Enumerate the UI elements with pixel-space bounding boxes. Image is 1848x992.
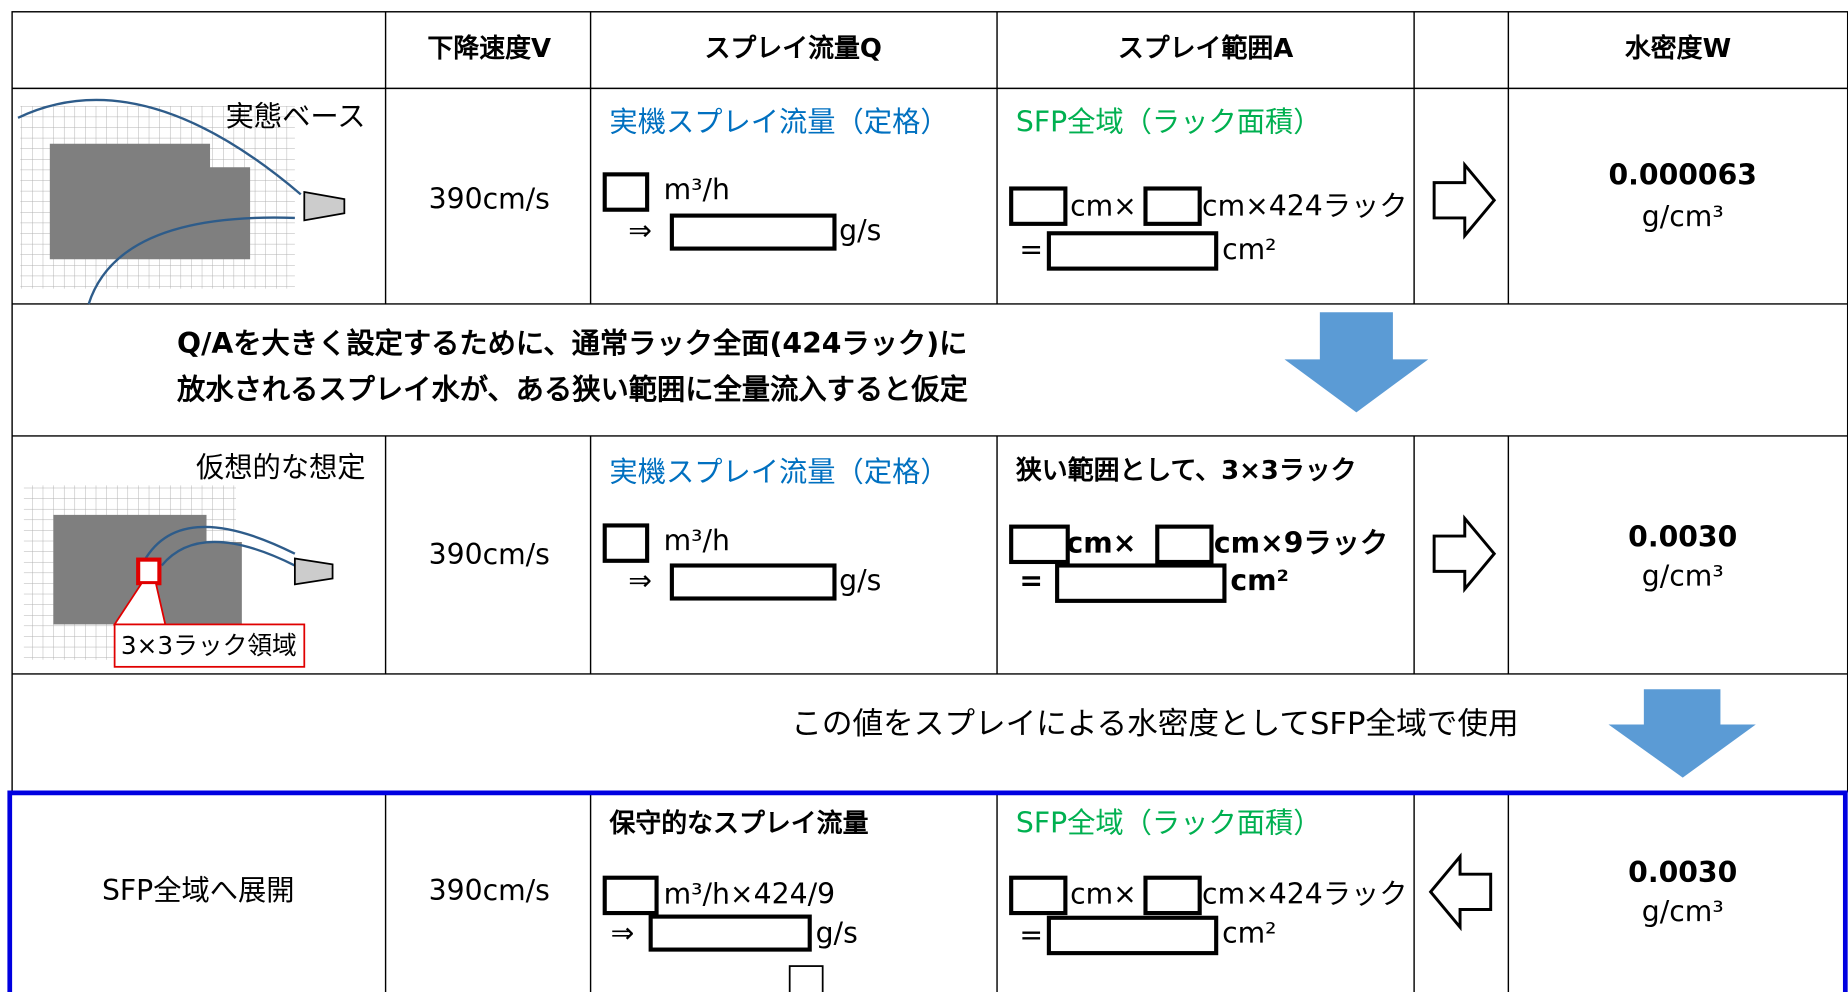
unit: cm² bbox=[1230, 564, 1289, 597]
blank bbox=[669, 563, 837, 601]
unit: cm× bbox=[1070, 189, 1137, 222]
area-title: 狭い範囲として、3×3ラック bbox=[1015, 455, 1357, 486]
unit: g/s bbox=[839, 214, 881, 247]
note: Q/Aを大きく設定するために、通常ラック全面(424ラック)に bbox=[177, 327, 967, 360]
density-unit: g/cm³ bbox=[1642, 559, 1724, 592]
nozzle bbox=[303, 190, 346, 222]
arrow-text: ⇒ bbox=[628, 564, 652, 597]
header: スプレイ流量Q bbox=[704, 34, 881, 64]
down-arrow bbox=[1284, 312, 1429, 413]
pool bbox=[49, 143, 251, 260]
blank bbox=[1009, 524, 1070, 565]
col-lines bbox=[384, 11, 1510, 304]
left-arrow bbox=[1428, 852, 1493, 932]
unit: g/s bbox=[839, 564, 881, 597]
unit: cm×424ラック bbox=[1202, 877, 1408, 910]
note: 放水されるスプレイ水が、ある狭い範囲に全量流入すると仮定 bbox=[176, 373, 968, 406]
down-arrow bbox=[1608, 689, 1756, 778]
arrow-text: ⇒ bbox=[611, 916, 635, 949]
blank bbox=[1155, 524, 1214, 565]
blank bbox=[1009, 875, 1068, 916]
blank bbox=[1143, 875, 1202, 916]
blank bbox=[669, 213, 837, 251]
equals: = bbox=[1019, 919, 1043, 952]
illustration bbox=[23, 485, 334, 668]
velocity: 390cm/s bbox=[429, 874, 550, 907]
callout-text: 3×3ラック領域 bbox=[121, 631, 297, 660]
spray bbox=[140, 525, 296, 567]
velocity: 390cm/s bbox=[429, 182, 550, 215]
blank bbox=[1046, 231, 1219, 271]
header: 水密度W bbox=[1625, 33, 1731, 64]
blank bbox=[602, 172, 650, 212]
density-unit: g/cm³ bbox=[1642, 895, 1724, 928]
unit: m³/h bbox=[664, 173, 730, 206]
callout bbox=[113, 623, 306, 668]
right-arrow bbox=[1432, 514, 1497, 594]
header: 下降速度V bbox=[427, 33, 551, 64]
right-arrow bbox=[1432, 160, 1497, 240]
unit: cm² bbox=[1222, 233, 1276, 266]
flow-title: 実機スプレイ流量（定格） bbox=[609, 456, 948, 489]
col-lines bbox=[384, 435, 1510, 674]
equals: = bbox=[1019, 564, 1043, 597]
flow-title: 実機スプレイ流量（定格） bbox=[609, 106, 948, 139]
marker bbox=[788, 965, 824, 992]
row-label: 実態ベース bbox=[226, 100, 366, 133]
equals: = bbox=[1019, 233, 1043, 266]
density: 0.0030 bbox=[1628, 520, 1737, 553]
blank bbox=[602, 523, 650, 563]
density-unit: g/cm³ bbox=[1642, 200, 1724, 233]
blank bbox=[602, 875, 659, 916]
density: 0.000063 bbox=[1609, 159, 1757, 192]
row-label: 仮想的な想定 bbox=[196, 451, 366, 484]
velocity: 390cm/s bbox=[429, 538, 550, 571]
target-area bbox=[136, 557, 162, 586]
nozzle bbox=[293, 557, 334, 586]
note: この値をスプレイによる水密度としてSFP全域で使用 bbox=[791, 707, 1518, 742]
blank bbox=[1143, 186, 1202, 226]
row-label: SFP全域へ展開 bbox=[102, 874, 295, 907]
highlight-frame bbox=[7, 790, 1848, 992]
table-frame bbox=[7, 11, 1848, 992]
area-title: SFP全域（ラック面積） bbox=[1016, 106, 1322, 139]
flow-title: 保守的なスプレイ流量 bbox=[608, 808, 868, 839]
unit: m³/h×424/9 bbox=[664, 877, 835, 910]
blank bbox=[1055, 563, 1227, 603]
blank bbox=[648, 914, 812, 952]
spray bbox=[87, 216, 295, 305]
unit: cm×424ラック bbox=[1202, 189, 1408, 222]
spray bbox=[17, 98, 302, 196]
unit: cm× bbox=[1070, 877, 1137, 910]
illustration bbox=[17, 98, 346, 305]
unit: g/s bbox=[816, 916, 858, 949]
col-lines bbox=[384, 791, 1510, 992]
unit: cm×9ラック bbox=[1214, 526, 1388, 559]
unit: m³/h bbox=[664, 524, 730, 557]
area-title: SFP全域（ラック面積） bbox=[1016, 807, 1322, 840]
density: 0.0030 bbox=[1628, 856, 1737, 889]
blank bbox=[1009, 186, 1068, 226]
blank bbox=[1046, 915, 1219, 956]
unit: cm² bbox=[1222, 916, 1276, 949]
unit: cm× bbox=[1067, 526, 1137, 559]
spray bbox=[160, 540, 296, 567]
header: スプレイ範囲A bbox=[1118, 33, 1293, 64]
arrow-text: ⇒ bbox=[628, 214, 652, 247]
